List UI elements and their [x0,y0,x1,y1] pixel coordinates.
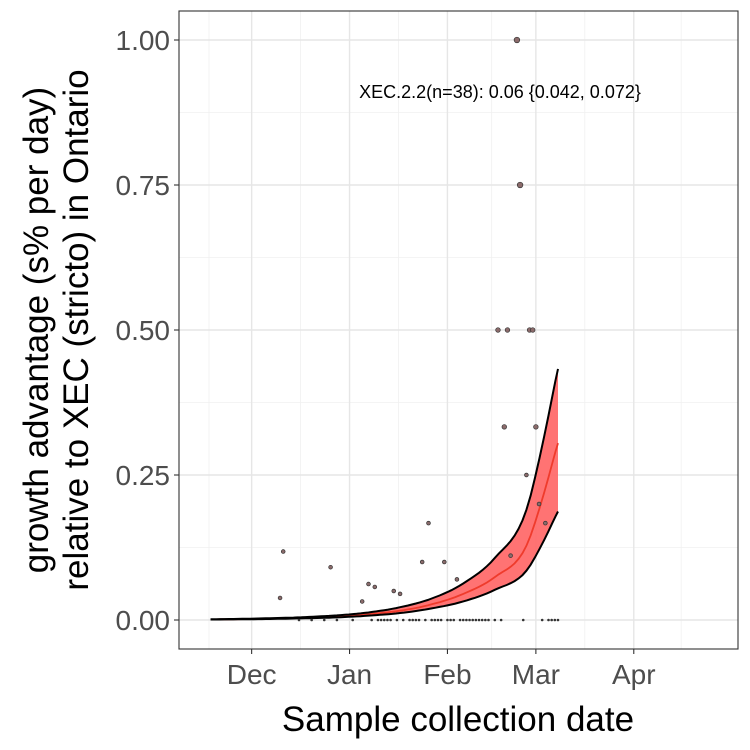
data-point [508,553,513,558]
data-point-zero [351,618,355,622]
data-point-zero [439,618,443,622]
data-point-zero [540,618,544,622]
data-point-zero [550,618,553,622]
lower-bound-line [210,511,559,621]
data-point [277,595,283,601]
y-tick-label: 0.75 [116,170,171,201]
data-point [524,472,529,478]
data-point-zero [468,618,471,622]
data-point [513,36,521,44]
data-point-zero [465,618,468,622]
data-point [372,584,378,590]
data-point-zero [521,618,525,622]
data-point-zero [556,618,560,622]
data-point-zero [433,618,437,622]
data-point [543,520,548,526]
data-point-zero [424,618,427,622]
data-point [454,577,460,582]
x-tick-label: Dec [227,659,277,690]
data-point-zero [386,618,389,622]
y-axis-title-line2: relative to XEC (stricto) in Ontario [57,69,96,590]
data-point-zero [389,618,392,622]
data-point [504,327,511,333]
confidence-ribbon-layer [210,368,559,621]
data-point-zero [499,618,503,622]
data-point-zero [461,618,465,622]
data-point-zero [477,618,481,622]
data-point [366,581,371,587]
data-point [419,559,425,565]
data-point-zero [449,618,452,622]
data-point-zero [322,618,326,622]
annotation-label: XEC.2.2(n=38): 0.06 {0.042, 0.072} [359,82,641,102]
y-tick-label: 0.50 [116,315,171,346]
data-point-zero [310,618,313,622]
data-point [359,599,365,604]
y-tick-label: 1.00 [116,25,171,56]
data-point-zero [452,618,456,622]
data-point-zero [297,618,301,622]
data-point-zero [480,618,484,622]
data-point-zero [458,618,462,622]
data-point [442,559,447,565]
x-tick-label: Mar [512,659,560,690]
data-point-zero [484,618,487,622]
axis-ticks-layer: 0.00 0.25 0.50 0.75 1.00 Dec Jan Feb Mar Apr [116,25,656,690]
data-point-zero [553,618,557,622]
y-tick-label: 0.00 [116,605,171,636]
x-tick-label: Jan [327,659,372,690]
data-point-zero [436,618,440,622]
y-tick-label: 0.25 [116,460,171,491]
x-tick-label: Apr [612,659,656,690]
data-point-zero [411,618,415,622]
data-point-zero [446,618,449,622]
data-point-zero [408,618,411,622]
data-point-zero [493,618,497,622]
data-point-zero [430,618,433,622]
data-point-zero [471,618,475,622]
data-point [501,424,507,430]
x-tick-label: Feb [423,659,471,690]
data-point [530,327,536,333]
data-point-zero [382,618,386,622]
data-point-zero [487,618,490,622]
data-point-zero [376,618,380,622]
data-point [426,520,431,526]
data-point [536,501,542,507]
data-point [328,564,333,570]
data-points-layer [277,36,560,622]
data-point-zero [474,618,478,622]
data-point-zero [417,618,421,622]
data-point [533,424,539,430]
data-point [391,588,397,594]
data-point-zero [379,618,383,622]
data-point [516,181,524,189]
data-point [397,591,403,597]
data-point-zero [395,618,399,622]
data-point [280,549,286,554]
data-point-zero [414,618,418,622]
data-point-zero [547,618,550,622]
y-axis-title-line1: growth advantage (s% per day) [17,87,56,573]
data-point-zero [401,618,405,622]
data-point [495,327,501,333]
data-point-zero [335,618,339,622]
x-axis-title: Sample collection date [282,700,634,739]
data-point-zero [370,618,373,622]
